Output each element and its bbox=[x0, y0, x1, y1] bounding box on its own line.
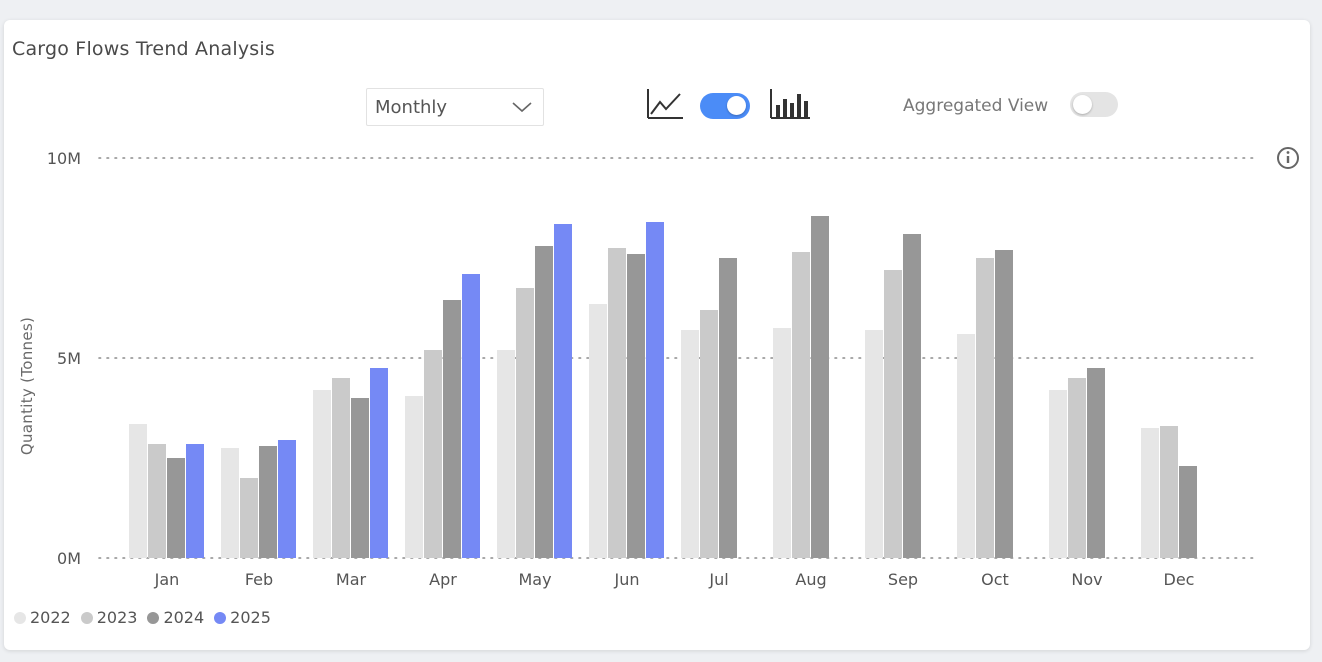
bar bbox=[681, 330, 699, 558]
info-icon[interactable] bbox=[1275, 145, 1301, 171]
bar bbox=[497, 350, 515, 558]
bar bbox=[370, 368, 388, 558]
bar bbox=[865, 330, 883, 558]
bar bbox=[313, 390, 331, 558]
legend-label: 2025 bbox=[230, 608, 271, 627]
bar bbox=[424, 350, 442, 558]
x-tick-label: Jun bbox=[614, 570, 640, 589]
period-dropdown[interactable]: Monthly bbox=[366, 88, 544, 126]
bar bbox=[1087, 368, 1105, 558]
y-tick-label: 0M bbox=[57, 549, 81, 568]
aggregated-view-toggle[interactable] bbox=[1070, 92, 1118, 117]
legend-item[interactable]: 2024 bbox=[147, 608, 204, 627]
legend-item[interactable]: 2023 bbox=[80, 608, 138, 627]
bar bbox=[719, 258, 737, 558]
bar bbox=[995, 250, 1013, 558]
bar bbox=[405, 396, 423, 558]
x-tick-label: Jul bbox=[708, 570, 728, 589]
chart-type-toggle[interactable] bbox=[700, 93, 750, 119]
bar bbox=[259, 446, 277, 558]
bar bbox=[589, 304, 607, 558]
x-tick-label: Oct bbox=[981, 570, 1009, 589]
bar bbox=[167, 458, 185, 558]
bar bbox=[957, 334, 975, 558]
toggle-knob bbox=[727, 96, 746, 115]
bar bbox=[1160, 426, 1178, 558]
bar bbox=[278, 440, 296, 558]
bar bbox=[1068, 378, 1086, 558]
bar bbox=[811, 216, 829, 558]
legend-item[interactable]: 2025 bbox=[214, 608, 271, 627]
bar bbox=[1049, 390, 1067, 558]
legend-label: 2023 bbox=[96, 608, 138, 627]
chart-card: Cargo Flows Trend Analysis Monthly Aggre… bbox=[4, 20, 1310, 650]
x-tick-label: Dec bbox=[1164, 570, 1195, 589]
bar bbox=[976, 258, 994, 558]
bar bbox=[462, 274, 480, 558]
x-tick-label: Nov bbox=[1071, 570, 1102, 589]
bar bbox=[351, 398, 369, 558]
legend-marker bbox=[147, 611, 160, 624]
bar bbox=[221, 448, 239, 558]
legend-label: 2024 bbox=[163, 608, 205, 627]
bar bbox=[129, 424, 147, 558]
x-tick-label: Aug bbox=[795, 570, 826, 589]
bar bbox=[700, 310, 718, 558]
bar bbox=[884, 270, 902, 558]
bar bbox=[792, 252, 810, 558]
bar bbox=[332, 378, 350, 558]
bar bbox=[186, 444, 204, 558]
bar bbox=[627, 254, 645, 558]
line-chart-icon[interactable] bbox=[645, 87, 685, 121]
bar bbox=[535, 246, 553, 558]
chevron-down-icon bbox=[512, 102, 532, 113]
bar bbox=[443, 300, 461, 558]
bar-chart-icon[interactable] bbox=[768, 87, 812, 121]
bar bbox=[773, 328, 791, 558]
x-tick-label: Apr bbox=[429, 570, 457, 589]
x-tick-label: Feb bbox=[245, 570, 273, 589]
bar bbox=[554, 224, 572, 558]
period-dropdown-value: Monthly bbox=[375, 96, 448, 118]
bar bbox=[240, 478, 258, 558]
legend: 2022 2023 2024 2025 bbox=[14, 608, 271, 627]
bar bbox=[608, 248, 626, 558]
legend-marker bbox=[214, 611, 227, 624]
x-tick-label: Jan bbox=[154, 570, 180, 589]
x-tick-label: May bbox=[518, 570, 551, 589]
chart-title: Cargo Flows Trend Analysis bbox=[12, 38, 275, 60]
bar-chart: 0M 5M 10M Jan Feb Mar Apr May Jun Jul Aug Sep Oct Nov… bbox=[47, 149, 1260, 589]
legend-label: 2022 bbox=[30, 608, 71, 627]
y-tick-label: 5M bbox=[57, 349, 81, 368]
legend-item[interactable]: 2022 bbox=[14, 608, 71, 627]
aggregated-view-label: Aggregated View bbox=[903, 96, 1049, 116]
x-tick-label: Sep bbox=[888, 570, 918, 589]
bar bbox=[516, 288, 534, 558]
bar bbox=[1141, 428, 1159, 558]
legend-marker bbox=[14, 611, 26, 624]
x-tick-label: Mar bbox=[336, 570, 367, 589]
bar bbox=[148, 444, 166, 558]
bar bbox=[1179, 466, 1197, 558]
bar bbox=[903, 234, 921, 558]
bar bbox=[646, 222, 664, 558]
y-tick-label: 10M bbox=[47, 149, 81, 168]
legend-marker bbox=[80, 611, 93, 624]
toggle-knob bbox=[1073, 95, 1092, 114]
